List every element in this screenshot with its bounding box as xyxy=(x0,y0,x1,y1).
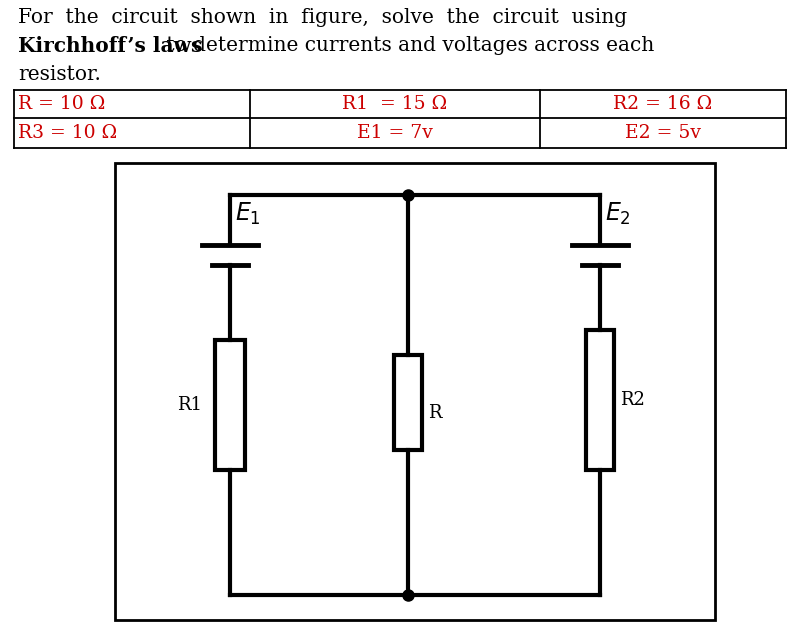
Text: Kirchhoff’s laws: Kirchhoff’s laws xyxy=(18,36,202,56)
Text: resistor.: resistor. xyxy=(18,65,101,84)
Text: R: R xyxy=(428,403,442,422)
Text: R3 = 10 Ω: R3 = 10 Ω xyxy=(18,124,117,142)
Text: E1 = 7v: E1 = 7v xyxy=(357,124,433,142)
Text: to determine currents and voltages across each: to determine currents and voltages acros… xyxy=(160,36,654,55)
Text: R = 10 Ω: R = 10 Ω xyxy=(18,95,106,113)
Bar xyxy=(115,163,715,620)
Text: $E_1$: $E_1$ xyxy=(235,201,261,227)
Text: R1: R1 xyxy=(177,396,202,414)
Text: R1  = 15 Ω: R1 = 15 Ω xyxy=(342,95,447,113)
Bar xyxy=(586,330,614,470)
Text: $E_2$: $E_2$ xyxy=(605,201,631,227)
Text: R2: R2 xyxy=(620,391,645,409)
Bar xyxy=(215,340,245,470)
Bar xyxy=(394,355,422,450)
Text: E2 = 5v: E2 = 5v xyxy=(625,124,701,142)
Text: For  the  circuit  shown  in  figure,  solve  the  circuit  using: For the circuit shown in figure, solve t… xyxy=(18,8,627,27)
Text: R2 = 16 Ω: R2 = 16 Ω xyxy=(614,95,713,113)
